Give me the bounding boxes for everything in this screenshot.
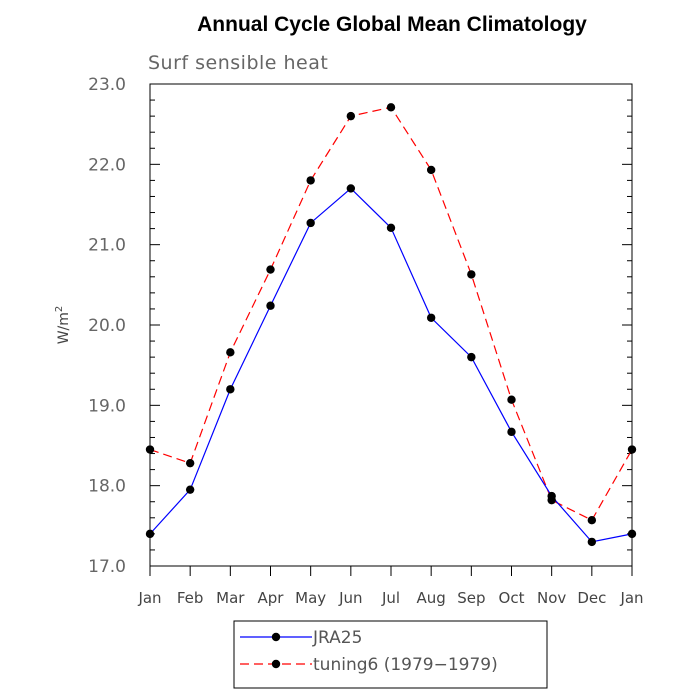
x-tick-label: Sep — [457, 589, 485, 607]
legend-box — [233, 620, 548, 689]
data-point — [507, 427, 516, 437]
data-point — [185, 485, 195, 494]
data-point — [226, 385, 235, 394]
y-tick-label: 19.0 — [88, 396, 126, 416]
data-point — [386, 103, 396, 112]
data-point — [507, 395, 516, 404]
legend-marker — [271, 659, 281, 669]
legend-label: tuning6 (1979−1979) — [313, 655, 498, 675]
data-point — [266, 301, 275, 310]
data-point — [386, 223, 396, 232]
data-point — [587, 516, 597, 525]
y-tick-label: 23.0 — [88, 75, 126, 95]
data-point — [346, 184, 356, 193]
data-point — [627, 445, 637, 454]
y-tick-label: 17.0 — [88, 557, 126, 577]
x-tick-label: Mar — [216, 589, 245, 607]
x-tick-label: Jul — [381, 589, 400, 607]
x-tick-label: Dec — [577, 589, 606, 607]
y-axis-label-unit: W/m — [56, 312, 72, 344]
series-layer — [145, 103, 637, 547]
data-point — [306, 176, 315, 185]
y-tick-label: 21.0 — [88, 236, 126, 256]
axes: 17.0 18.0 19.0 20.0 21.0 22.0 23.0 Jan Feb Mar Apr… — [88, 75, 643, 607]
chart-title: Annual Cycle Global Mean Climatology — [197, 13, 587, 36]
x-tick-label: Oct — [499, 589, 525, 607]
data-point — [185, 458, 195, 468]
x-tick-label: Jan — [619, 589, 643, 607]
x-tick-label: Jan — [137, 589, 161, 607]
legend-marker — [271, 632, 281, 642]
plot-frame — [149, 83, 633, 567]
y-axis-label-superscript: 2 — [54, 306, 65, 312]
series-line — [149, 106, 633, 522]
data-point — [467, 270, 476, 279]
legend-label: JRA25 — [312, 628, 362, 648]
y-tick-label: 18.0 — [88, 477, 126, 497]
data-point — [426, 313, 436, 322]
x-tick-label: May — [295, 589, 326, 607]
y-axis-label: W/m2 — [54, 306, 72, 345]
chart-subtitle: Surf sensible heat — [148, 52, 328, 74]
series-line — [149, 187, 633, 543]
data-point — [266, 265, 275, 274]
x-tick-label: Feb — [177, 589, 204, 607]
legend: JRA25 tuning6 (1979−1979) — [233, 620, 548, 689]
data-point — [627, 529, 637, 539]
x-tick-label: Aug — [417, 589, 446, 607]
x-tick-label: Apr — [258, 589, 285, 607]
data-point — [467, 352, 476, 362]
data-point — [587, 537, 597, 547]
data-point — [547, 495, 556, 505]
x-tick-label: Nov — [537, 589, 566, 607]
y-tick-label: 20.0 — [88, 316, 126, 336]
y-tick-label: 22.0 — [88, 155, 126, 175]
x-tick-label: Jun — [338, 589, 362, 607]
data-point — [145, 445, 155, 454]
data-point — [346, 111, 356, 121]
data-point — [145, 529, 155, 539]
data-point — [426, 165, 436, 175]
data-point — [226, 348, 235, 357]
data-point — [306, 218, 315, 228]
